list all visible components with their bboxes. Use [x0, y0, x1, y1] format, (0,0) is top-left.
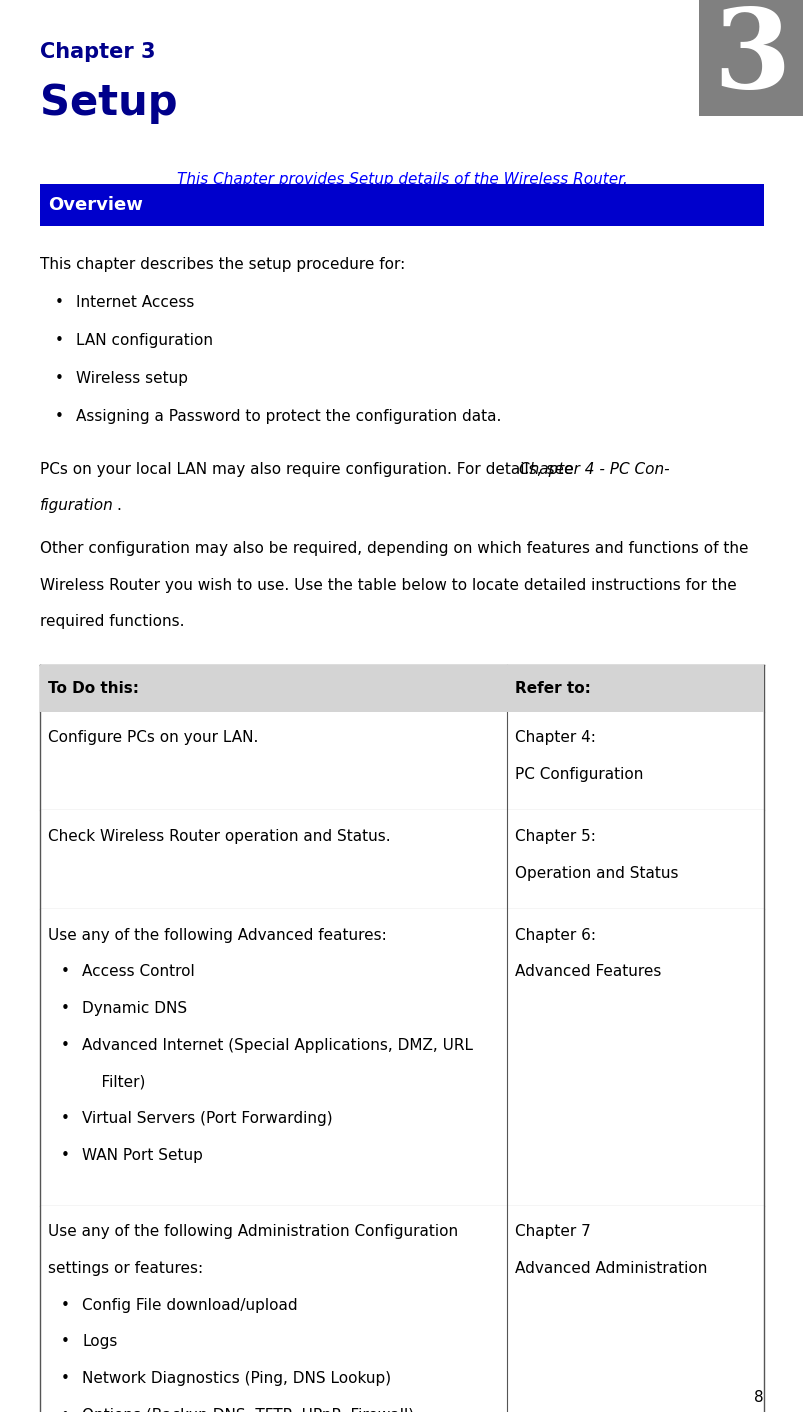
Text: Refer to:: Refer to: — [514, 681, 589, 696]
Text: •: • — [60, 1111, 69, 1127]
Text: To Do this:: To Do this: — [48, 681, 139, 696]
Text: settings or features:: settings or features: — [48, 1261, 203, 1276]
Text: •: • — [60, 1001, 69, 1017]
Text: Access Control: Access Control — [82, 964, 194, 980]
Text: Wireless setup: Wireless setup — [76, 371, 188, 387]
FancyBboxPatch shape — [40, 184, 763, 226]
Text: •: • — [55, 409, 63, 425]
FancyBboxPatch shape — [40, 810, 763, 909]
Text: •: • — [60, 1371, 69, 1387]
Text: Config File download/upload: Config File download/upload — [82, 1298, 297, 1313]
Text: Advanced Administration: Advanced Administration — [514, 1261, 706, 1276]
Text: Virtual Servers (Port Forwarding): Virtual Servers (Port Forwarding) — [82, 1111, 332, 1127]
Text: •: • — [60, 1038, 69, 1053]
Text: Other configuration may also be required, depending on which features and functi: Other configuration may also be required… — [40, 541, 748, 556]
Text: •: • — [60, 1334, 69, 1350]
Text: Operation and Status: Operation and Status — [514, 866, 677, 881]
Text: This chapter describes the setup procedure for:: This chapter describes the setup procedu… — [40, 257, 405, 273]
Text: •: • — [55, 333, 63, 349]
Text: Use any of the following Administration Configuration: Use any of the following Administration … — [48, 1224, 458, 1240]
Text: Internet Access: Internet Access — [76, 295, 194, 311]
FancyBboxPatch shape — [699, 0, 803, 116]
FancyBboxPatch shape — [40, 712, 763, 810]
Text: •: • — [55, 295, 63, 311]
FancyBboxPatch shape — [40, 665, 763, 712]
Text: •: • — [60, 1408, 69, 1412]
Text: Advanced Internet (Special Applications, DMZ, URL: Advanced Internet (Special Applications,… — [82, 1038, 472, 1053]
Text: Assigning a Password to protect the configuration data.: Assigning a Password to protect the conf… — [76, 409, 501, 425]
FancyBboxPatch shape — [40, 1206, 763, 1412]
Text: 8: 8 — [753, 1389, 763, 1405]
Text: Filter): Filter) — [82, 1075, 145, 1090]
Text: Network Diagnostics (Ping, DNS Lookup): Network Diagnostics (Ping, DNS Lookup) — [82, 1371, 390, 1387]
Text: This Chapter provides Setup details of the Wireless Router.: This Chapter provides Setup details of t… — [177, 172, 626, 188]
Text: Chapter 7: Chapter 7 — [514, 1224, 589, 1240]
Text: Chapter 4 - PC Con-: Chapter 4 - PC Con- — [518, 462, 668, 477]
Text: Advanced Features: Advanced Features — [514, 964, 660, 980]
Text: Use any of the following Advanced features:: Use any of the following Advanced featur… — [48, 928, 386, 943]
Text: Wireless Router you wish to use. Use the table below to locate detailed instruct: Wireless Router you wish to use. Use the… — [40, 578, 736, 593]
Text: Dynamic DNS: Dynamic DNS — [82, 1001, 187, 1017]
Text: Configure PCs on your LAN.: Configure PCs on your LAN. — [48, 730, 259, 746]
Text: 3: 3 — [712, 4, 789, 112]
Text: •: • — [60, 1148, 69, 1163]
FancyBboxPatch shape — [40, 909, 763, 1206]
Text: Chapter 4:: Chapter 4: — [514, 730, 595, 746]
Text: PC Configuration: PC Configuration — [514, 767, 642, 782]
Text: PCs on your local LAN may also require configuration. For details, see: PCs on your local LAN may also require c… — [40, 462, 578, 477]
Text: Options (Backup DNS, TFTP, UPnP, Firewall): Options (Backup DNS, TFTP, UPnP, Firewal… — [82, 1408, 414, 1412]
Text: Check Wireless Router operation and Status.: Check Wireless Router operation and Stat… — [48, 829, 390, 844]
Text: Setup: Setup — [40, 82, 177, 124]
Text: •: • — [55, 371, 63, 387]
Text: .: . — [116, 498, 121, 514]
Text: Chapter 6:: Chapter 6: — [514, 928, 595, 943]
Text: WAN Port Setup: WAN Port Setup — [82, 1148, 202, 1163]
Text: Overview: Overview — [48, 196, 143, 213]
Text: figuration: figuration — [40, 498, 114, 514]
Text: •: • — [60, 1298, 69, 1313]
Text: Chapter 5:: Chapter 5: — [514, 829, 595, 844]
Text: •: • — [60, 964, 69, 980]
Text: LAN configuration: LAN configuration — [76, 333, 213, 349]
Text: Logs: Logs — [82, 1334, 117, 1350]
Text: Chapter 3: Chapter 3 — [40, 42, 156, 62]
Text: required functions.: required functions. — [40, 614, 185, 630]
